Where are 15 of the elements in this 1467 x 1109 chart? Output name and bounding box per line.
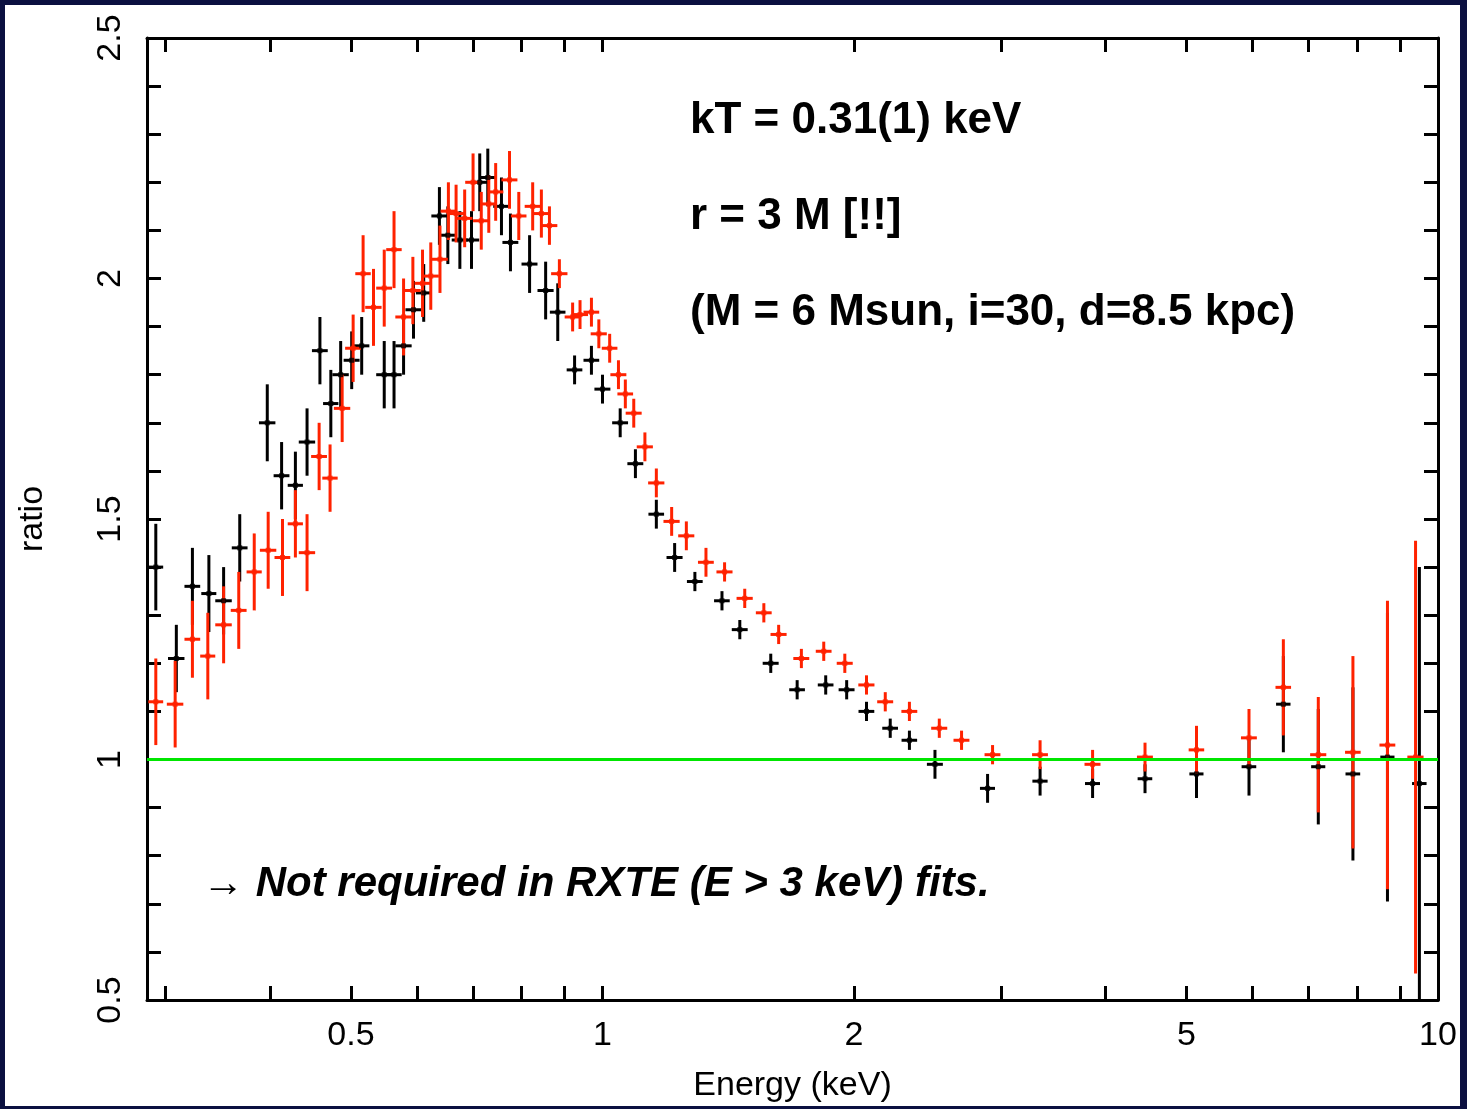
x-tick-label: 0.5 [327,1014,375,1052]
annotation: → Not required in RXTE (E > 3 keV) fits. [202,857,990,905]
x-tick-label: 1 [593,1014,612,1052]
annotation: (M = 6 Msun, i=30, d=8.5 kpc) [690,284,1296,334]
y-axis-title: ratio [11,485,49,553]
y-tick-label: 1 [89,750,127,769]
x-axis-title: Energy (keV) [693,1064,892,1102]
y-tick-label: 1.5 [89,495,127,543]
annotation: r = 3 M [!!] [690,188,902,238]
x-tick-label: 5 [1177,1014,1196,1052]
annotation: kT = 0.31(1) keV [690,92,1023,142]
y-tick-label: 2 [89,269,127,288]
x-tick-label: 10 [1419,1014,1457,1052]
y-tick-label: 2.5 [89,14,127,62]
x-tick-label: 2 [844,1014,864,1052]
